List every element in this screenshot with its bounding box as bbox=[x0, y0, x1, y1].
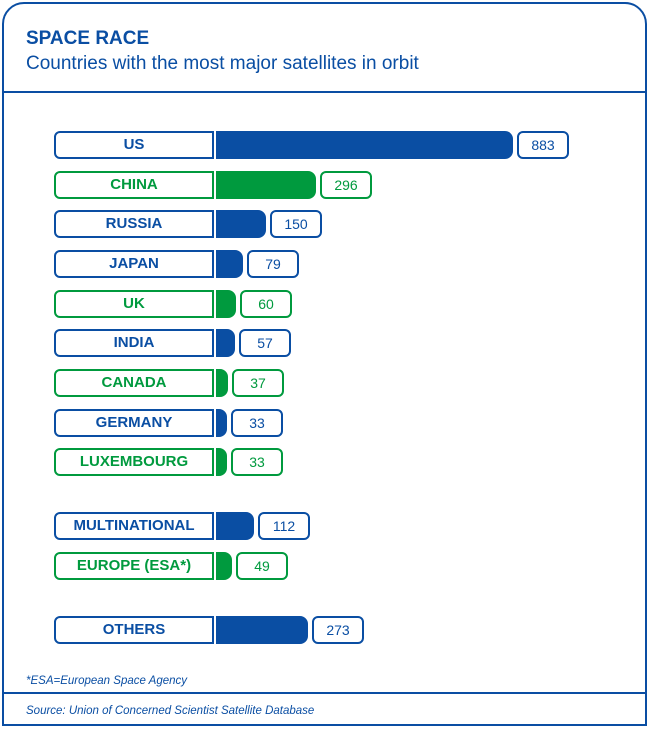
value-label: 150 bbox=[270, 210, 322, 238]
bar bbox=[216, 448, 227, 476]
category-label: RUSSIA bbox=[54, 210, 214, 238]
category-label: EUROPE (ESA*) bbox=[54, 552, 214, 580]
chart-subtitle: Countries with the most major satellites… bbox=[26, 53, 419, 74]
value-label: 33 bbox=[231, 448, 283, 476]
category-label: MULTINATIONAL bbox=[54, 512, 214, 540]
bar bbox=[216, 369, 228, 397]
value-label: 296 bbox=[320, 171, 372, 199]
bar bbox=[216, 552, 232, 580]
category-label: JAPAN bbox=[54, 250, 214, 278]
bar bbox=[216, 512, 254, 540]
category-label: GERMANY bbox=[54, 409, 214, 437]
category-label: CANADA bbox=[54, 369, 214, 397]
bar bbox=[216, 329, 235, 357]
category-label: CHINA bbox=[54, 171, 214, 199]
footer-divider bbox=[4, 692, 645, 694]
bar bbox=[216, 131, 513, 159]
category-label: UK bbox=[54, 290, 214, 318]
source-note: Source: Union of Concerned Scientist Sat… bbox=[26, 705, 315, 717]
bar bbox=[216, 250, 243, 278]
value-label: 57 bbox=[239, 329, 291, 357]
value-label: 49 bbox=[236, 552, 288, 580]
category-label: INDIA bbox=[54, 329, 214, 357]
category-label: US bbox=[54, 131, 214, 159]
value-label: 883 bbox=[517, 131, 569, 159]
bar bbox=[216, 616, 308, 644]
bar bbox=[216, 409, 227, 437]
value-label: 112 bbox=[258, 512, 310, 540]
bar bbox=[216, 290, 236, 318]
header-divider bbox=[4, 91, 645, 93]
value-label: 33 bbox=[231, 409, 283, 437]
value-label: 60 bbox=[240, 290, 292, 318]
category-label: LUXEMBOURG bbox=[54, 448, 214, 476]
footnote: *ESA=European Space Agency bbox=[26, 675, 188, 687]
value-label: 37 bbox=[232, 369, 284, 397]
category-label: OTHERS bbox=[54, 616, 214, 644]
chart-title: SPACE RACE bbox=[26, 28, 150, 49]
bar bbox=[216, 171, 316, 199]
bar bbox=[216, 210, 266, 238]
value-label: 79 bbox=[247, 250, 299, 278]
value-label: 273 bbox=[312, 616, 364, 644]
